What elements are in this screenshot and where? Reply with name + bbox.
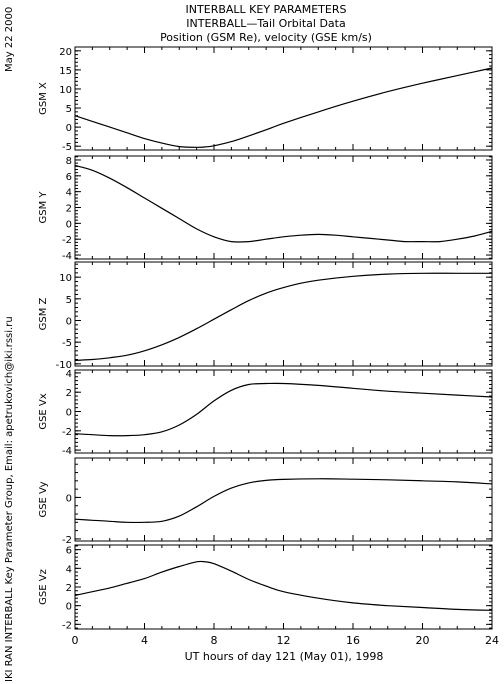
y-tick-label: 10	[59, 85, 72, 96]
y-tick-label: 2	[66, 583, 72, 594]
panel-1: -5 0 5 10 15 20 GSM X	[38, 46, 493, 153]
series-line-gsm-z	[74, 272, 492, 361]
series-line-gse-vx	[74, 382, 493, 437]
x-tick-label: 20	[416, 634, 430, 647]
series-line-gse-vy	[74, 478, 493, 524]
y-tick-label: 0	[66, 317, 72, 328]
y-tick-label: 0	[66, 219, 72, 230]
y-tick-label: -2	[62, 535, 72, 546]
y-axis-label: GSM X	[38, 82, 49, 115]
y-tick-label: 20	[59, 47, 72, 58]
panel-frame	[74, 369, 493, 454]
y-tick-label: -2	[62, 235, 72, 246]
date-stamp: May 22 2000	[4, 7, 15, 72]
y-tick-label: 4	[66, 188, 72, 199]
y-tick-label: 0	[66, 123, 72, 134]
panel-2: -4 -2 0 2 4 6 8 GSM Y	[38, 155, 493, 262]
y-axis-label: GSE Vz	[38, 569, 49, 605]
y-tick-label: 0	[66, 408, 72, 419]
y-axis-label: GSM Z	[38, 297, 49, 330]
panel-frame	[74, 46, 493, 151]
x-tick-label: 24	[485, 634, 499, 647]
y-tick-label: -2	[62, 620, 72, 631]
y-tick-label: 10	[59, 273, 72, 284]
y-tick-label: -2	[62, 427, 72, 438]
series-line-gse-vz	[74, 560, 493, 611]
panel-5: -2 0 GSE Vy	[38, 457, 493, 546]
y-tick-label: 2	[66, 388, 72, 399]
y-axis-label: GSM Y	[38, 191, 49, 224]
x-axis-tick-labels: 0 4 8 12 16 20 24	[72, 634, 500, 647]
title-line-1: INTERBALL KEY PARAMETERS	[186, 3, 347, 16]
y-tick-label: 6	[66, 172, 72, 183]
credit-line: IKI RAN INTERBALL Key Parameter Group, E…	[4, 316, 15, 682]
x-tick-label: 16	[346, 634, 360, 647]
y-tick-label: 4	[66, 564, 72, 575]
y-tick-label: -4	[62, 251, 72, 262]
series-line-gsm-y	[74, 164, 493, 243]
panel-frame	[74, 544, 493, 630]
y-tick-label: 5	[66, 295, 72, 306]
series-line-gsm-x	[74, 67, 493, 148]
y-tick-label: 2	[66, 204, 72, 215]
panel-4: -4 -2 0 2 4 GSE Vx	[38, 369, 493, 457]
x-tick-label: 0	[72, 634, 79, 647]
y-tick-label: 5	[66, 104, 72, 115]
x-axis-label: UT hours of day 121 (May 01), 1998	[185, 650, 384, 663]
panel-frame	[74, 155, 493, 260]
y-axis-label: GSE Vx	[38, 393, 49, 429]
title-line-2: INTERBALL—Tail Orbital Data	[186, 17, 345, 30]
x-tick-label: 12	[277, 634, 291, 647]
y-tick-label: 8	[66, 156, 72, 167]
y-tick-label: -5	[62, 142, 72, 153]
y-tick-label: -10	[56, 360, 72, 371]
y-tick-label: -5	[62, 338, 72, 349]
y-tick-label: 0	[66, 602, 72, 613]
y-tick-label: -4	[62, 446, 72, 457]
panel-3: -10 -5 0 5 10 GSM Z	[38, 261, 493, 371]
title-line-3: Position (GSM Re), velocity (GSE km/s)	[160, 31, 372, 44]
x-tick-label: 4	[141, 634, 148, 647]
panel-6: -2 0 2 4 6 GSE Vz	[38, 544, 493, 631]
panel-frame	[74, 457, 493, 542]
y-tick-label: 15	[59, 66, 72, 77]
y-tick-label: 6	[66, 546, 72, 557]
y-tick-label: 4	[66, 369, 72, 380]
y-tick-label: 0	[66, 493, 72, 504]
panel-frame	[74, 261, 493, 367]
y-axis-label: GSE Vy	[38, 481, 49, 517]
x-tick-label: 8	[211, 634, 218, 647]
